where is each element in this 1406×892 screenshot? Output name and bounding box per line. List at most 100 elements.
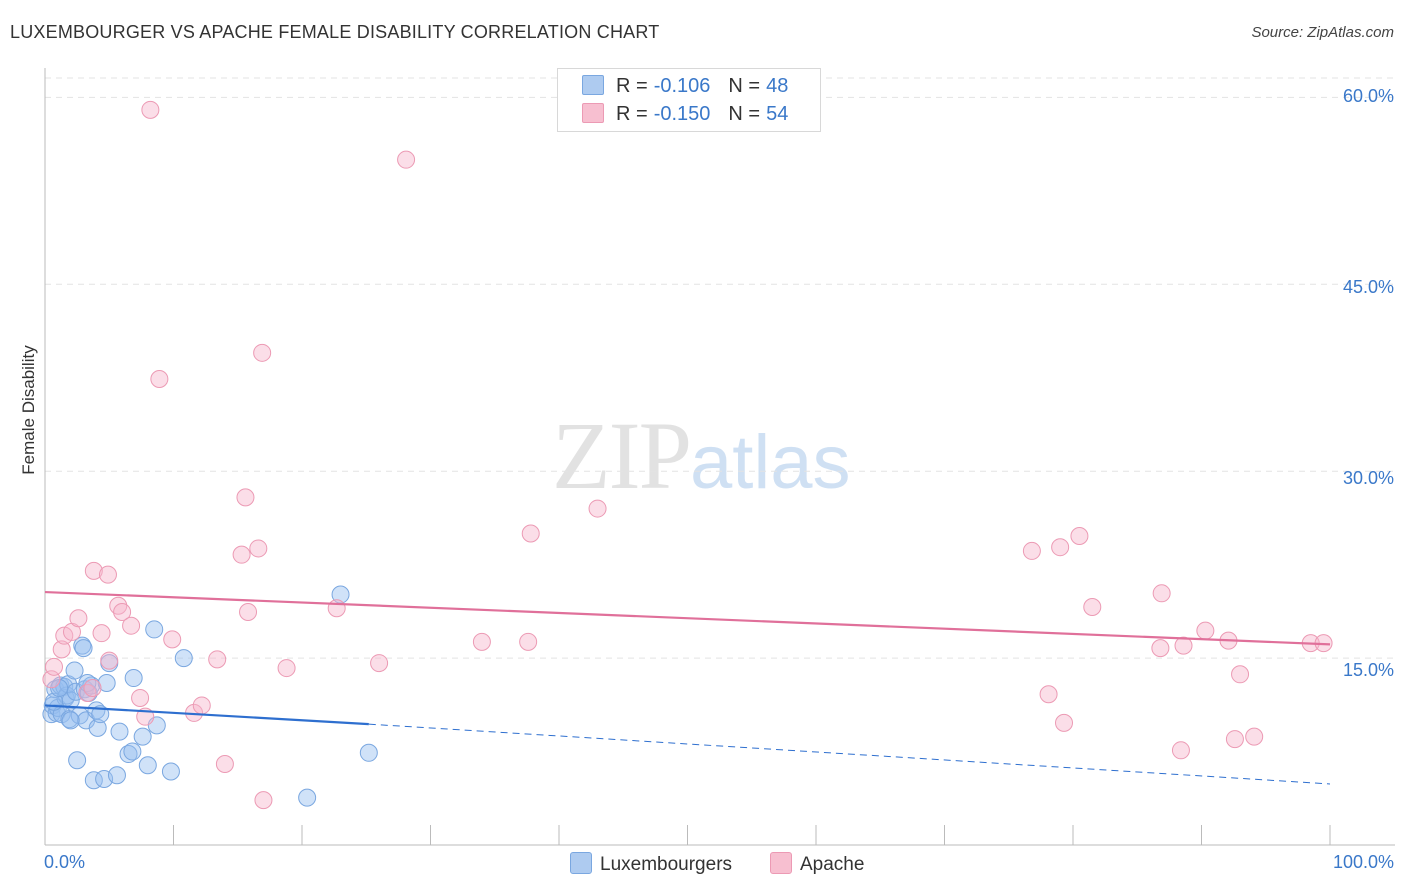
legend-n-label: N = [728,75,761,97]
luxembourger-point [298,788,317,807]
apache-point [472,632,491,651]
bottom-legend-label-luxembourgers: Luxembourgers [600,854,733,875]
y-axis-label-svg: Female Disability [19,345,38,475]
apache-point [215,755,234,774]
luxembourger-point [174,649,193,668]
apache-point [163,630,182,649]
luxembourger-trend-line [44,704,369,726]
apache-point [1245,727,1264,746]
apache-point [1225,730,1244,749]
luxembourger-point [61,711,80,730]
y-tick-label-15: 15.0% [1342,660,1394,680]
apache-point [1231,665,1250,684]
legend-swatch-luxembourgers [582,75,604,95]
apache-point [92,624,111,643]
luxembourger-point [78,674,97,693]
apache-point [254,791,273,810]
apache-point [1051,538,1070,557]
source-label: Source: ZipAtlas.com [1251,24,1394,41]
luxembourger-point [145,620,164,639]
luxembourger-point [97,674,116,693]
apache-point [521,524,540,543]
bottom-legend-label-apache: Apache [800,854,865,875]
legend-n-label: N = [728,103,761,125]
y-tick-label-30: 30.0% [1342,468,1394,488]
apache-point [277,659,296,678]
luxembourger-point [65,661,84,680]
apache-point [327,599,346,618]
apache-point [519,632,538,651]
apache-point [141,100,160,119]
apache-point [44,657,63,676]
legend-r-value: -0.106 [653,75,711,97]
bottom-legend-swatch-apache [770,852,792,874]
apache-point [78,683,97,702]
y-tick-label-60: 60.0% [1342,86,1394,106]
chart-title: LUXEMBOURGER VS APACHE FEMALE DISABILITY… [10,22,660,42]
apache-point [52,640,71,659]
apache-point [192,696,211,715]
luxembourger-point [124,669,143,688]
luxembourger-point [161,762,180,781]
apache-point [100,651,119,670]
apache-point [1174,636,1193,655]
luxembourger-trend-extension [368,723,1331,785]
watermark-atlas: atlas [690,420,851,505]
luxembourger-point [88,718,107,737]
legend-row-luxembourgers: R = -0.106 N = 48 [582,75,788,98]
apache-point [122,616,141,635]
legend-swatch-apache [582,103,604,123]
apache-point [83,679,102,697]
apache-point [236,488,255,507]
apache-point [208,650,227,669]
apache-trend-line [44,590,1331,646]
legend-n-value: 48 [766,75,789,97]
legend-r-label: R = [616,103,648,125]
bottom-legend-swatch-luxembourgers [570,852,592,874]
bottom-legend-luxembourgers: Luxembourgers [570,852,732,876]
apache-point [1151,639,1170,658]
x-tick-label-max: 100.0% [1332,852,1394,872]
apache-point [397,150,416,169]
luxembourger-point [133,727,152,746]
apache-point [150,369,169,388]
apache-point [1171,741,1190,760]
luxembourger-point [138,756,157,775]
apache-point [249,539,268,558]
apache-point [1152,584,1171,603]
y-axis-label-wrap: Female Disability [16,260,40,560]
y-axis-label: Female Disability [19,345,38,475]
legend-row-apache: R = -0.150 N = 54 [582,103,788,126]
luxembourger-point [74,639,93,658]
legend-r-value: -0.150 [653,103,711,125]
luxembourger-point [68,751,87,770]
luxembourger-point [110,722,129,741]
luxembourger-point [107,766,126,785]
luxembourger-point [123,742,142,761]
apache-point [239,602,258,621]
apache-point [588,499,607,518]
apache-point [1039,685,1058,704]
apache-point [232,545,251,564]
x-tick-label-min: 0.0% [44,852,86,872]
apache-point [98,565,117,584]
luxembourger-point [359,743,378,762]
apache-point [113,602,132,621]
apache-point [1022,541,1041,560]
apache-point [253,343,272,362]
apache-point [1083,598,1102,617]
legend-n-value: 54 [766,103,789,125]
bottom-legend-apache: Apache [770,852,864,876]
apache-point [370,654,389,673]
legend-r-label: R = [616,75,648,97]
apache-point [69,609,88,628]
correlation-legend: R = -0.106 N = 48 R = -0.150 N = 54 [557,68,821,132]
watermark: ZIPatlas [552,400,851,511]
watermark-zip: ZIP [552,402,692,509]
apache-point [131,688,150,707]
apache-point [1196,621,1215,640]
y-tick-label-45: 45.0% [1342,277,1394,297]
apache-point [1055,713,1074,732]
apache-point [84,561,103,580]
